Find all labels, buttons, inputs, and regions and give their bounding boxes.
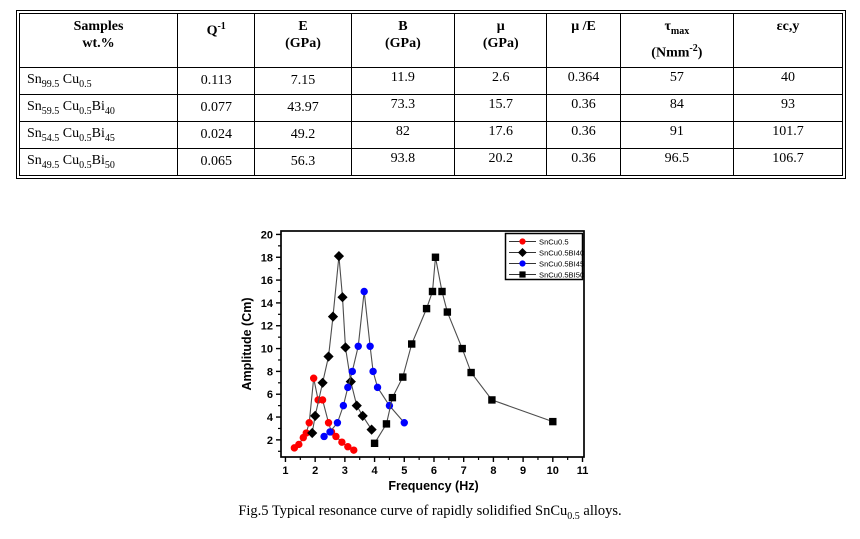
value-cell: 0.065	[177, 147, 256, 175]
y-tick-label: 14	[261, 298, 274, 310]
figure-caption: Fig.5 Typical resonance curve of rapidly…	[238, 503, 622, 522]
x-tick-label: 10	[547, 465, 559, 477]
col-header-mu-over-e: μ /E	[546, 14, 621, 68]
y-axis-title: Amplitude (Cm)	[240, 297, 254, 390]
y-tick-label: 20	[261, 229, 273, 241]
value-cell: 0.36	[546, 147, 621, 175]
table-row: Sn49.5 Cu0.5Bi50 0.065 56.3 93.8 20.2 0.36 96.…	[20, 147, 842, 175]
col-header-q-inverse: Q-1	[177, 14, 256, 68]
col-header-tau-max: τmax (Nmm-2)	[619, 14, 735, 68]
y-tick-label: 10	[261, 344, 273, 356]
value-cell: 96.5	[619, 147, 735, 175]
value-cell: 0.36	[546, 93, 621, 122]
y-tick-label: 18	[261, 252, 273, 264]
value-cell: 93.8	[350, 147, 456, 175]
x-tick-label: 8	[490, 465, 496, 477]
table-header-row: Samples wt.% Q-1 E (GPa) B (GPa) μ (GPa) μ /…	[20, 14, 842, 68]
value-cell: 11.9	[350, 66, 456, 95]
properties-table: Samples wt.% Q-1 E (GPa) B (GPa) μ (GPa) μ /…	[20, 14, 842, 175]
y-axis: 2 4 6 8 10 12 14 16 18 20 Amplitude (Cm)	[240, 229, 281, 452]
x-tick-label: 3	[342, 465, 348, 477]
x-tick-label: 9	[520, 465, 526, 477]
series-SnCu0.5BI50	[370, 253, 557, 448]
y-tick-label: 2	[267, 435, 273, 447]
properties-table-wrapper: Samples wt.% Q-1 E (GPa) B (GPa) μ (GPa) μ /…	[16, 10, 846, 179]
y-tick-label: 4	[267, 412, 274, 424]
y-tick-label: 12	[261, 321, 273, 333]
legend-label: SnCu0.5BI50	[539, 270, 584, 279]
x-tick-label: 7	[461, 465, 467, 477]
chart-legend: SnCu0.5 SnCu0.5BI40 SnCu0.5BI45 SnCu0.5BI50	[504, 232, 584, 281]
table-row: Sn99.5 Cu0.5 0.113 7.15 11.9 2.6 0.364 57 40	[20, 66, 842, 95]
value-cell: 2.6	[454, 66, 548, 95]
plot-frame	[280, 230, 585, 458]
y-tick-label: 8	[267, 366, 273, 378]
sample-name-cell: Sn59.5 Cu0.5Bi40	[20, 93, 179, 122]
x-tick-label: 5	[401, 465, 407, 477]
x-tick-label: 1	[282, 465, 288, 477]
table-row: Sn59.5 Cu0.5Bi40 0.077 43.97 73.3 15.7 0.36 84…	[20, 93, 842, 122]
table-row: Sn54.5 Cu0.5Bi45 0.024 49.2 82 17.6 0.36 91 101…	[20, 120, 842, 149]
col-header-mu-gpa: μ (GPa)	[454, 14, 548, 68]
sample-name-cell: Sn54.5 Cu0.5Bi45	[20, 120, 179, 149]
value-cell: 0.36	[546, 120, 621, 149]
value-cell: 49.2	[254, 120, 352, 149]
y-tick-label: 6	[267, 389, 273, 401]
value-cell: 56.3	[254, 147, 352, 175]
x-tick-label: 2	[312, 465, 318, 477]
value-cell: 0.113	[177, 66, 256, 95]
col-header-samples: Samples wt.%	[20, 14, 179, 68]
x-tick-label: 4	[372, 465, 379, 477]
value-cell: 106.7	[733, 147, 842, 175]
sample-name-cell: Sn49.5 Cu0.5Bi50	[20, 147, 179, 175]
legend-label: SnCu0.5	[539, 237, 569, 246]
value-cell: 15.7	[454, 93, 548, 122]
value-cell: 73.3	[350, 93, 456, 122]
value-cell: 20.2	[454, 147, 548, 175]
value-cell: 84	[619, 93, 735, 122]
legend-label: SnCu0.5BI40	[539, 248, 584, 257]
value-cell: 7.15	[254, 66, 352, 95]
x-tick-label: 6	[431, 465, 437, 477]
sample-name-cell: Sn99.5 Cu0.5	[20, 66, 179, 95]
x-axis: 1 2 3 4 5 6 7 8 9 10 11 Frequency (Hz)	[282, 457, 588, 493]
x-axis-title: Frequency (Hz)	[388, 479, 478, 493]
value-cell: 0.024	[177, 120, 256, 149]
value-cell: 17.6	[454, 120, 548, 149]
value-cell: 43.97	[254, 93, 352, 122]
y-tick-label: 16	[261, 275, 273, 287]
x-tick-label: 11	[577, 465, 589, 477]
col-header-strain: εc,y	[733, 14, 842, 68]
legend-label: SnCu0.5BI45	[539, 259, 584, 268]
col-header-b-gpa: B (GPa)	[350, 14, 456, 68]
series-SnCu0.5BI45	[320, 287, 408, 441]
